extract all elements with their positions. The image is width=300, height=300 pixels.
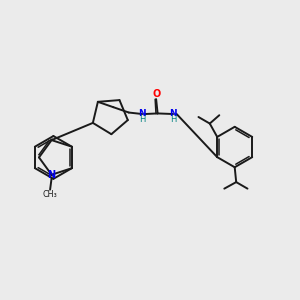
Text: CH₃: CH₃ (43, 190, 58, 200)
Text: H: H (139, 116, 145, 124)
Text: N: N (47, 170, 56, 180)
Text: O: O (152, 89, 160, 99)
Text: N: N (138, 109, 146, 118)
Text: N: N (169, 109, 177, 118)
Text: H: H (170, 116, 176, 124)
